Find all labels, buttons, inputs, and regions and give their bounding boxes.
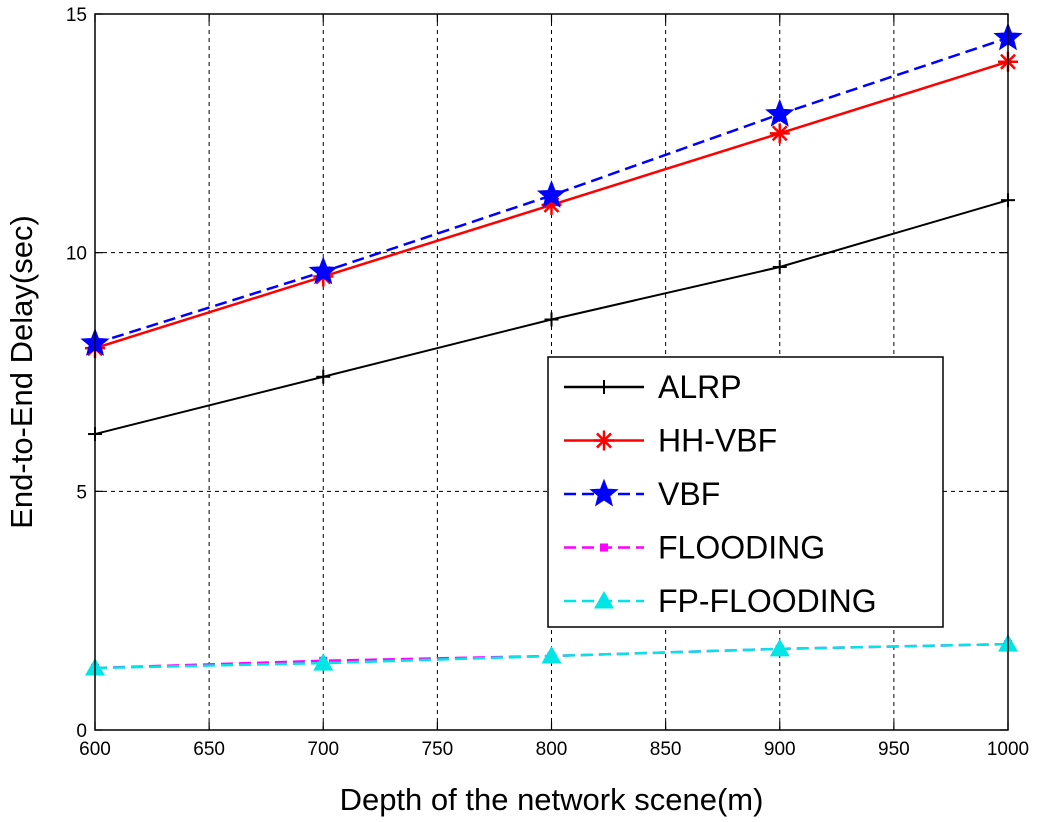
y-axis-label: End-to-End Delay(sec) — [4, 215, 39, 529]
x-tick-label: 1000 — [987, 739, 1029, 760]
data-point-vbf — [308, 256, 338, 285]
data-point-alrp — [316, 369, 331, 384]
y-tick-label: 15 — [66, 5, 87, 26]
data-point-fp-flooding — [313, 653, 334, 671]
x-tick-label: 800 — [536, 739, 568, 760]
legend-entry: ALRP — [658, 369, 742, 405]
series-layer — [80, 22, 1023, 676]
axis-ticks: 600 650 700 750 800 850 900 950 1000 0 5 10 15 — [66, 5, 1029, 760]
legend-marker — [594, 591, 614, 609]
legend-marker — [589, 478, 619, 507]
data-point-alrp — [544, 312, 559, 327]
y-tick-label: 10 — [66, 244, 87, 265]
x-tick-label: 600 — [79, 739, 111, 760]
data-point-vbf — [536, 180, 567, 208]
data-point-hh-vbf — [769, 123, 790, 144]
x-tick-label: 650 — [193, 739, 225, 760]
x-tick-label: 750 — [422, 739, 454, 760]
x-tick-label: 850 — [650, 739, 682, 760]
y-tick-label: 5 — [76, 482, 87, 503]
y-tick-label: 0 — [76, 721, 87, 742]
x-axis-label: Depth of the network scene(m) — [340, 782, 764, 817]
legend-entry: FLOODING — [658, 530, 825, 566]
data-point-fp-flooding — [769, 638, 790, 657]
x-tick-label: 700 — [307, 739, 339, 760]
legend-marker — [600, 543, 608, 552]
x-tick-label: 900 — [764, 739, 796, 760]
data-point-vbf — [765, 98, 795, 127]
data-point-alrp — [772, 259, 787, 274]
data-point-fp-flooding — [541, 646, 562, 664]
legend-entry: VBF — [658, 476, 720, 512]
legend-entry: HH-VBF — [658, 423, 777, 459]
legend-marker — [597, 380, 611, 394]
legend-entry: FP-FLOODING — [658, 583, 877, 619]
x-tick-label: 950 — [878, 739, 910, 760]
legend: ALRP HH-VBF VBF FLOODING FP-FLOODING — [547, 356, 944, 628]
legend-marker — [594, 430, 614, 451]
